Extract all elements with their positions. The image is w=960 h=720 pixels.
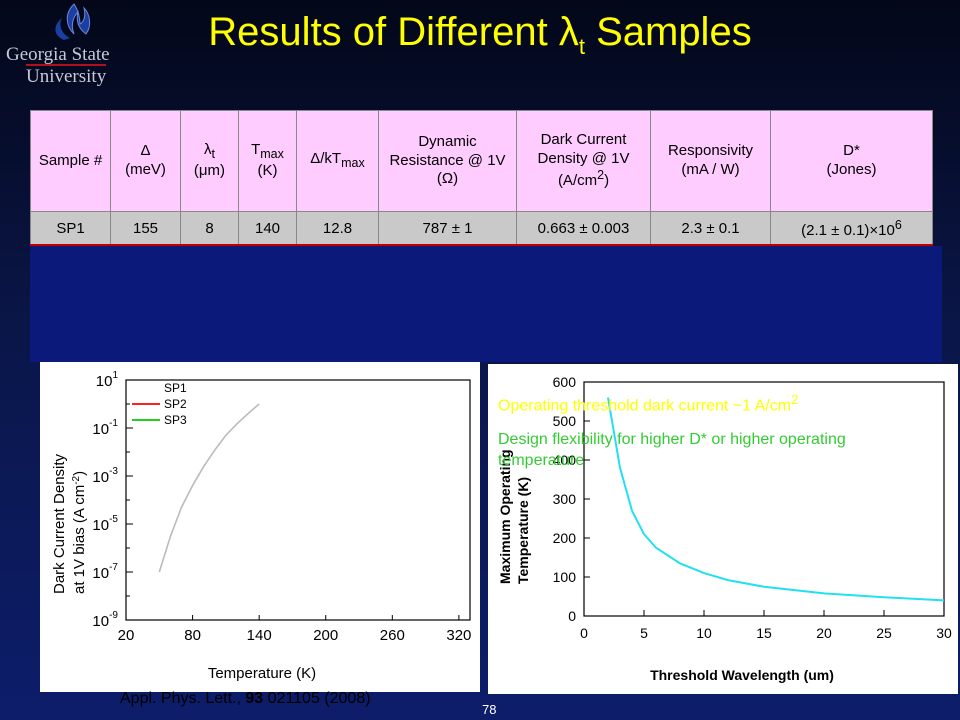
cell-resistance: 787 ± 1 xyxy=(378,211,517,246)
cell-ratio: 12.8 xyxy=(296,211,379,246)
cover-box xyxy=(30,246,942,362)
right-ytick-label: 200 xyxy=(553,530,577,546)
left-xtick-label: 80 xyxy=(184,627,201,644)
left-xtick-label: 260 xyxy=(380,627,405,644)
cell-sample: SP1 xyxy=(30,211,111,246)
right-ytick-label: 600 xyxy=(553,374,577,390)
right-xtick-label: 25 xyxy=(876,625,892,641)
left-ytick-label: 10-9 xyxy=(92,610,118,630)
right-ytick-label: 300 xyxy=(553,491,577,507)
right-xtick-label: 10 xyxy=(696,625,712,641)
header-tmax: Tmax (K) xyxy=(238,110,297,212)
cell-delta: 155 xyxy=(110,211,181,246)
left-xtick-label: 320 xyxy=(446,627,471,644)
header-dstar: D* (Jones) xyxy=(770,110,933,212)
right-xtick-label: 30 xyxy=(936,625,952,641)
cell-tmax: 140 xyxy=(238,211,297,246)
note-threshold: Operating threshold dark current ~1 A/cm… xyxy=(498,392,799,415)
right-ytick-label: 0 xyxy=(568,608,576,624)
right-ylabel-line2: Temperature (K) xyxy=(515,477,531,584)
header-lambda: λt (μm) xyxy=(180,110,239,212)
cell-responsivity: 2.3 ± 0.1 xyxy=(650,211,771,246)
left-ytick-label: 10-5 xyxy=(92,514,118,534)
right-ytick-label: 500 xyxy=(553,413,577,429)
header-delta: Δ (meV) xyxy=(110,110,181,212)
left-xtick-label: 20 xyxy=(118,627,135,644)
cell-dstar: (2.1 ± 0.1)×106 xyxy=(770,211,933,246)
flame-icon xyxy=(55,3,91,40)
logo-text-georgia-state: Georgia State xyxy=(6,44,110,65)
right-ytick-label: 400 xyxy=(553,452,577,468)
right-xtick-label: 5 xyxy=(640,625,648,641)
slide-title: Results of Different λt Samples xyxy=(208,10,752,59)
right-xtick-label: 0 xyxy=(580,625,588,641)
left-xtick-label: 140 xyxy=(247,627,272,644)
note-design-flexibility: Design flexibility for higher D* or high… xyxy=(498,431,846,469)
page-number: 78 xyxy=(482,702,497,717)
header-responsivity: Responsivity (mA / W) xyxy=(650,110,771,212)
header-dark-current: Dark Current Density @ 1V (A/cm2) xyxy=(516,110,651,212)
header-ratio: Δ/kTmax xyxy=(296,110,379,212)
threshold-curve xyxy=(607,397,945,602)
left-ytick-label: 101 xyxy=(96,370,119,390)
georgia-state-logo: Georgia State University xyxy=(6,3,110,87)
max-operating-temp-chart: 0 100 200 300 400 500 600 0 5 10 15 20 25 30 Maximum … xyxy=(488,364,958,694)
left-xlabel: Temperature (K) xyxy=(208,665,316,682)
legend-label-sp1: SP1 xyxy=(164,381,187,395)
left-xtick-label: 200 xyxy=(313,627,338,644)
right-ylabel-line1: Maximum Operating xyxy=(497,449,513,584)
cell-lambda: 8 xyxy=(180,211,239,246)
right-xlabel: Threshold Wavelength (um) xyxy=(650,667,834,683)
series-line-sp1 xyxy=(158,403,260,573)
left-ylabel-line1: Dark Current Density xyxy=(51,453,68,594)
left-ytick-label: 10-1 xyxy=(92,418,118,438)
left-ytick-label: 10-3 xyxy=(92,466,118,486)
right-xtick-label: 20 xyxy=(816,625,832,641)
left-ytick-label: 10-7 xyxy=(92,562,118,582)
legend-label-sp2: SP2 xyxy=(164,397,187,411)
table-header-row: Sample # Δ (meV) λt (μm) Tmax (K) Δ/kTmax D… xyxy=(30,110,933,212)
results-table: Sample # Δ (meV) λt (μm) Tmax (K) Δ/kTmax D… xyxy=(30,110,933,246)
left-ylabel-line2: at 1V bias (A cm-2) xyxy=(71,471,89,594)
logo-text-university: University xyxy=(26,66,107,87)
table-row: SP1 155 8 140 12.8 787 ± 1 0.663 ± 0.003… xyxy=(30,211,933,246)
left-legend: SP1 SP2 SP3 xyxy=(132,381,187,427)
cell-dark-current: 0.663 ± 0.003 xyxy=(516,211,651,246)
right-xtick-label: 15 xyxy=(756,625,772,641)
right-ytick-label: 100 xyxy=(553,569,577,585)
citation: Appl. Phys. Lett., 93 021105 (2008) xyxy=(120,690,371,707)
header-sample: Sample # xyxy=(30,110,111,212)
legend-label-sp3: SP3 xyxy=(164,413,187,427)
header-resistance: Dynamic Resistance @ 1V (Ω) xyxy=(378,110,517,212)
